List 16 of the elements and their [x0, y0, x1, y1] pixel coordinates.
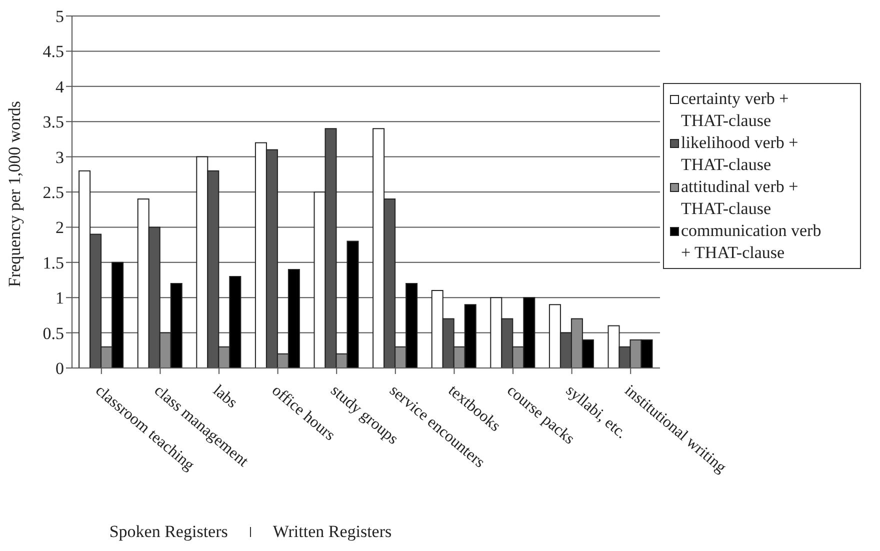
y-tick-label: 0.5 [42, 324, 64, 343]
y-axis-title: Frequency per 1,000 words [5, 100, 24, 287]
text: Written Registers [272, 522, 392, 542]
legend-label: communication verb + THAT-clause [681, 220, 822, 264]
x-tick-label: labs [210, 382, 240, 412]
y-tick-label: 2.5 [42, 183, 64, 202]
y-tick-label: 3.5 [42, 112, 64, 132]
y-tick-label: 4.5 [42, 42, 64, 62]
y-tick-label: 2 [56, 218, 64, 238]
y-tick-label: 4 [56, 77, 64, 96]
y-tick-label: 1 [56, 288, 64, 308]
y-tick-label: 5 [56, 7, 64, 26]
x-axis-title: Spoken Registers [109, 522, 228, 542]
y-tick-label: 3 [56, 148, 64, 167]
y-tick-label: 1.5 [42, 253, 64, 272]
y-tick-label: 0 [56, 359, 64, 378]
